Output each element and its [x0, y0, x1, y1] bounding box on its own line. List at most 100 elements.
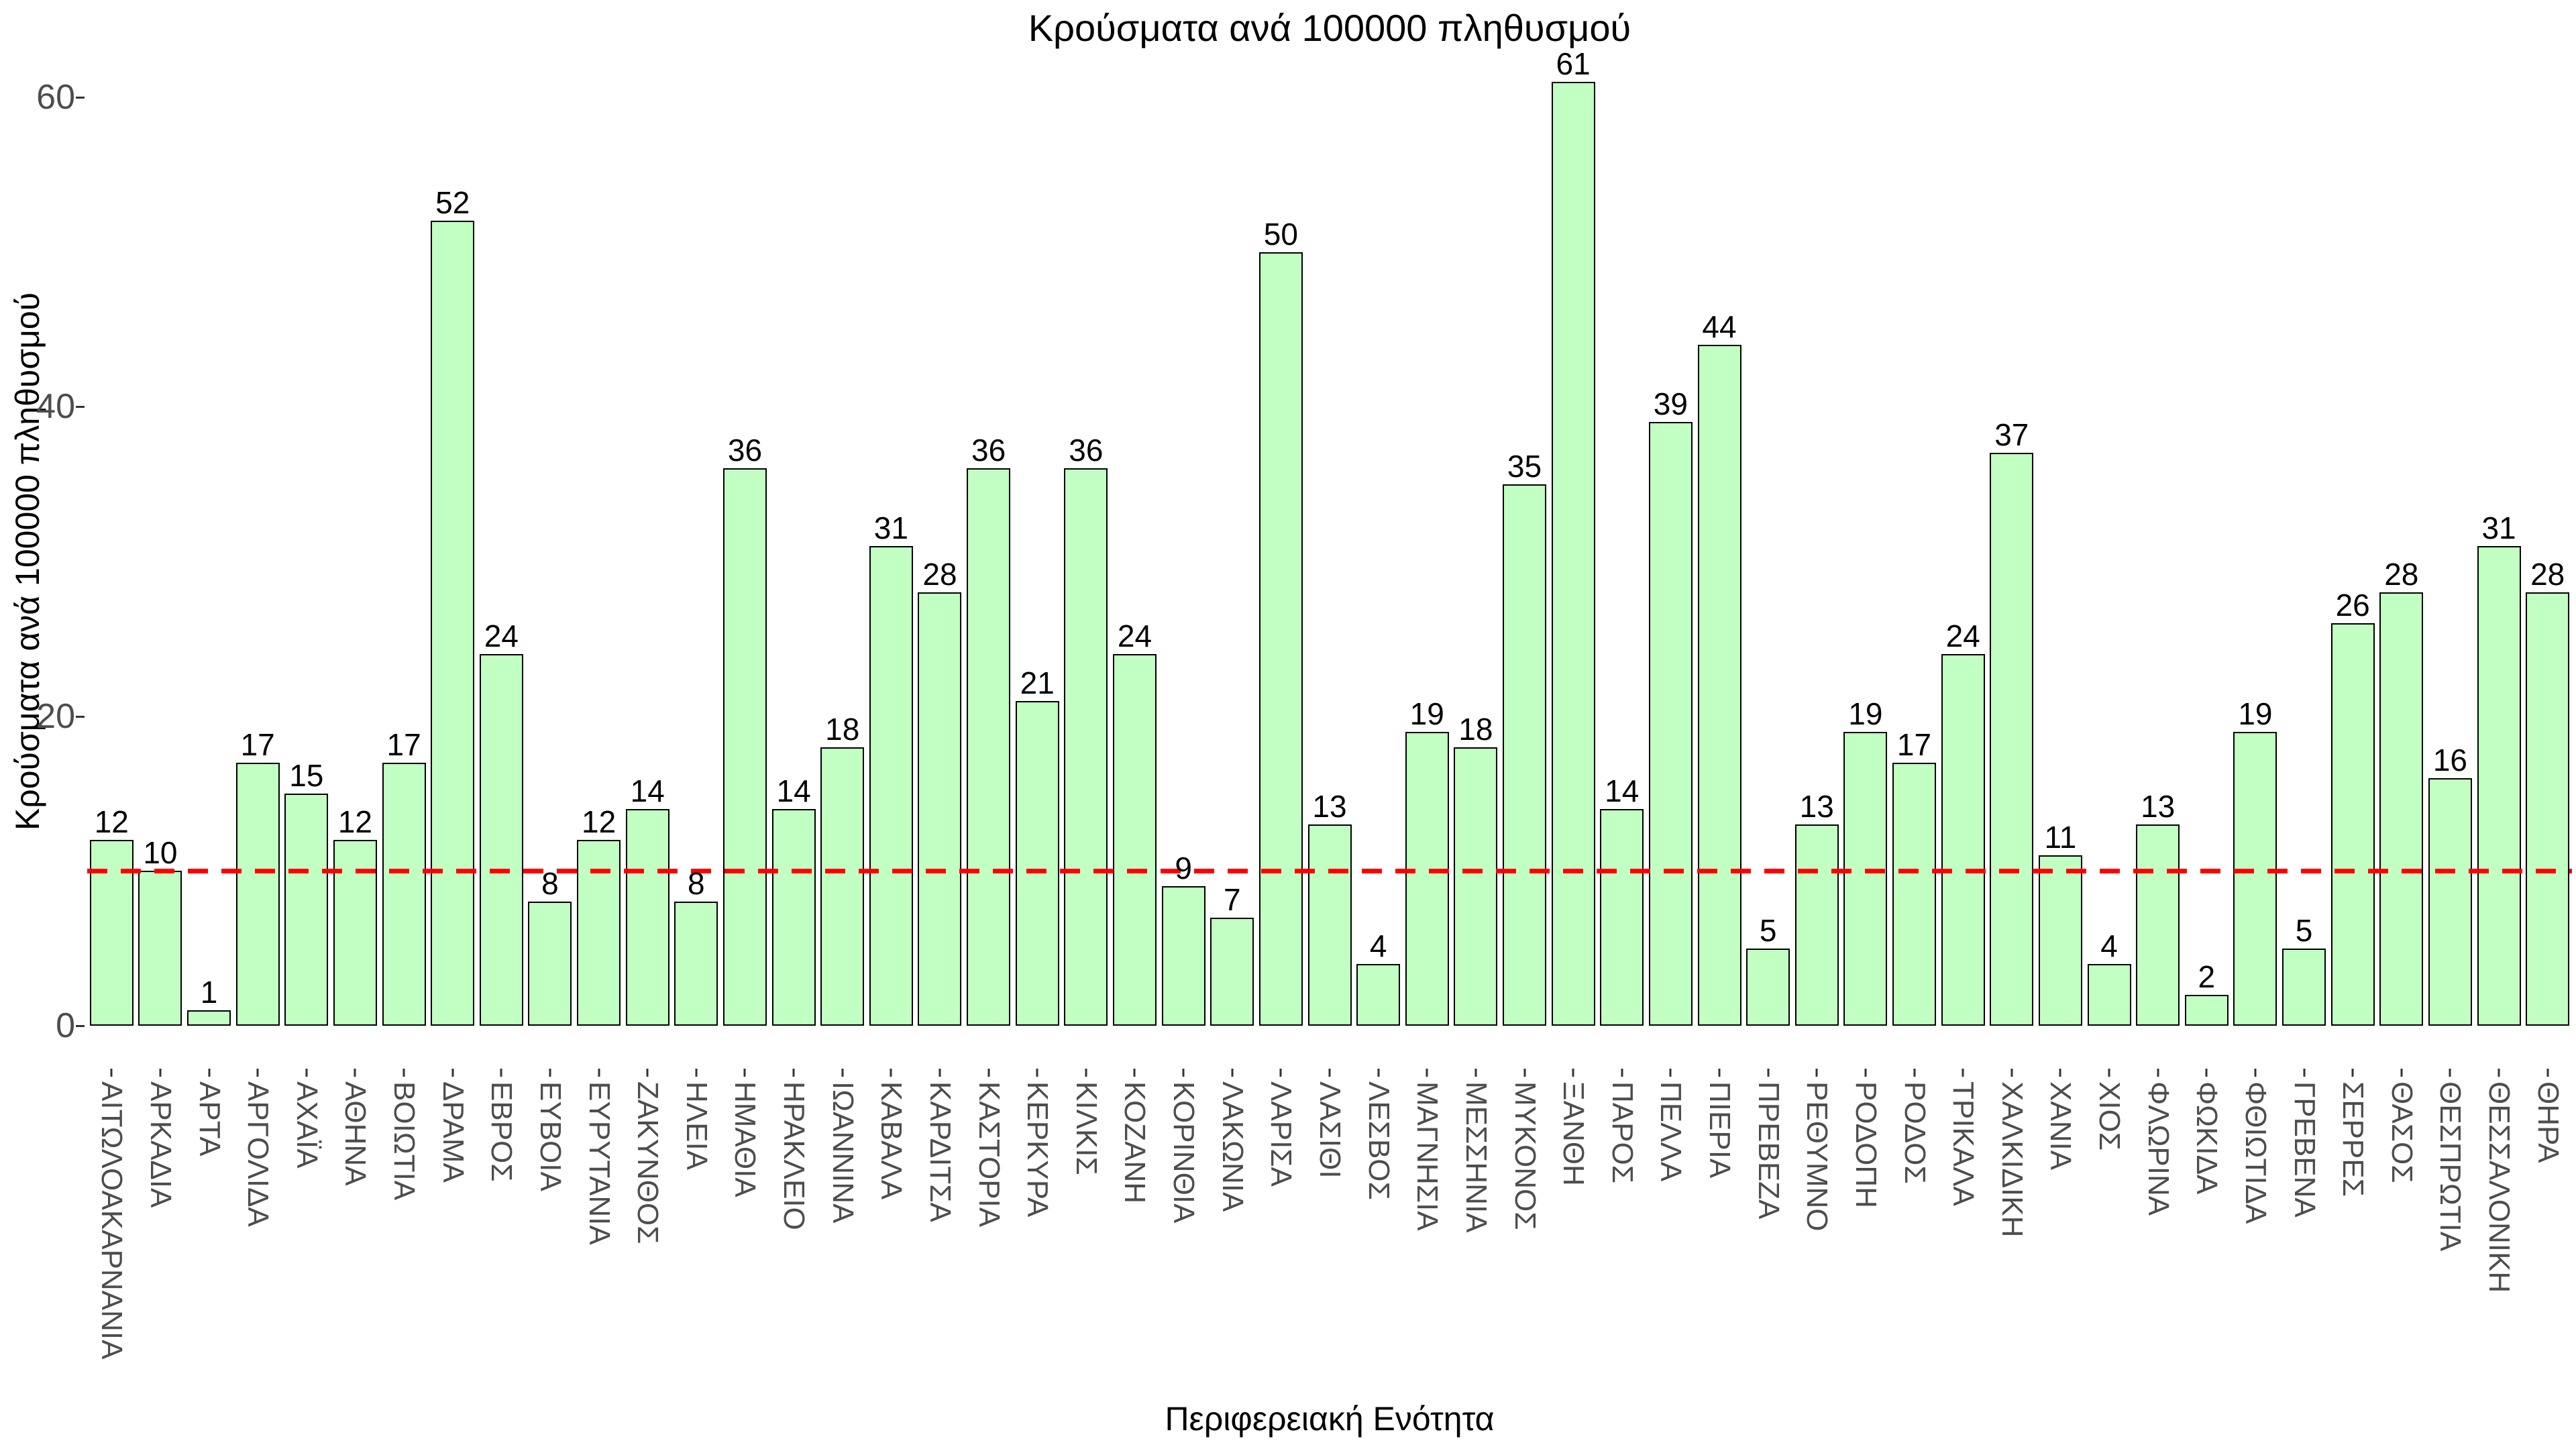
bar-value-label: 1	[200, 974, 218, 1010]
x-category-label: ΗΜΑΘΙΑ	[729, 1081, 762, 1197]
bar	[722, 468, 767, 1026]
x-category-label: ΠΑΡΟΣ	[1605, 1081, 1639, 1183]
bar	[771, 809, 816, 1026]
x-tick-mark	[354, 1069, 356, 1077]
x-tick-mark	[305, 1069, 308, 1077]
bar-value-label: 14	[630, 773, 665, 809]
bar	[1990, 453, 2034, 1026]
bar-value-label: 24	[1117, 619, 1152, 654]
bar-value-label: 16	[2432, 742, 2468, 777]
bar	[577, 840, 621, 1026]
x-tick-mark	[1621, 1069, 1623, 1077]
bar-value-label: 17	[240, 727, 275, 762]
bar	[1892, 762, 1937, 1026]
bar-value-label: 8	[541, 866, 559, 902]
x-category-label: ΘΑΣΟΣ	[2385, 1081, 2418, 1183]
chart-title: Κρούσματα ανά 100000 πληθυσμού	[1028, 7, 1631, 49]
bar	[1794, 824, 1839, 1026]
x-tick-mark	[451, 1069, 454, 1077]
x-category-label: ΡΟΔΟΣ	[1898, 1081, 1931, 1184]
bar	[235, 762, 280, 1026]
x-tick-mark	[1133, 1069, 1136, 1077]
bar-value-label: 19	[1409, 696, 1444, 731]
bar-value-label: 28	[922, 557, 957, 592]
x-category-label: ΑΡΓΟΛΙΔΑ	[241, 1081, 275, 1227]
x-category-label: ΜΕΣΣΗΝΙΑ	[1459, 1081, 1493, 1233]
x-tick-mark	[1962, 1069, 1964, 1077]
x-category-label: ΞΑΝΘΗ	[1557, 1081, 1591, 1186]
y-tick-label: 60	[36, 77, 75, 117]
bar	[1258, 252, 1303, 1026]
bar-value-label: 5	[1759, 912, 1777, 948]
x-category-label: ΑΡΤΑ	[193, 1081, 226, 1157]
bar-value-label: 44	[1702, 309, 1737, 344]
bar-value-label: 2	[2198, 959, 2216, 994]
y-tick-label: 0	[56, 1006, 75, 1045]
x-tick-mark	[743, 1069, 746, 1077]
y-tick-mark	[76, 715, 85, 718]
bar	[2087, 963, 2131, 1026]
x-category-label: ΗΛΕΙΑ	[680, 1081, 713, 1171]
x-tick-mark	[2254, 1069, 2257, 1077]
y-tick-label: 40	[36, 387, 75, 427]
x-tick-mark	[402, 1069, 405, 1077]
bar	[1210, 917, 1254, 1026]
x-tick-mark	[2351, 1069, 2354, 1077]
bar	[2330, 623, 2375, 1026]
x-category-label: ΑΧΑΪΑ	[290, 1081, 323, 1169]
x-tick-mark	[890, 1069, 892, 1077]
bar	[284, 793, 329, 1026]
bar	[1405, 731, 1449, 1026]
x-category-label: ΧΑΝΙΑ	[2044, 1081, 2078, 1171]
x-category-label: ΡΟΔΟΠΗ	[1849, 1081, 1882, 1208]
y-tick-mark	[76, 406, 85, 409]
bar	[1503, 484, 1546, 1026]
x-category-label: ΠΙΕΡΙΑ	[1703, 1081, 1737, 1179]
bar	[1600, 809, 1644, 1026]
bar	[967, 468, 1011, 1026]
x-category-label: ΑΙΤΩΛΟΑΚΑΡΝΑΝΙΑ	[95, 1081, 129, 1360]
bar	[187, 1010, 231, 1026]
bar-value-label: 19	[2238, 696, 2273, 731]
x-category-label: ΛΑΣΙΘΙ	[1313, 1081, 1346, 1179]
x-tick-mark	[695, 1069, 698, 1077]
bar-value-label: 9	[1175, 851, 1192, 886]
bar	[1356, 963, 1401, 1026]
bar	[1843, 731, 1888, 1026]
bar	[1648, 422, 1693, 1026]
x-category-label: ΓΡΕΒΕΝΑ	[2288, 1081, 2321, 1218]
x-category-label: ΚΟΡΙΝΘΙΑ	[1167, 1081, 1201, 1224]
x-tick-mark	[1572, 1069, 1574, 1077]
bar-value-label: 18	[825, 711, 860, 747]
x-tick-mark	[1279, 1069, 1282, 1077]
bar	[1746, 948, 1790, 1026]
bar-value-label: 4	[1369, 928, 1387, 963]
x-tick-mark	[2400, 1069, 2403, 1077]
x-tick-mark	[2498, 1069, 2500, 1077]
bar-value-label: 37	[1994, 417, 2029, 453]
x-category-label: ΙΩΑΝΝΙΝΑ	[826, 1081, 859, 1224]
bar-value-label: 14	[776, 773, 811, 809]
bar	[2428, 777, 2472, 1026]
x-category-label: ΘΗΡΑ	[2531, 1081, 2565, 1163]
bar-value-label: 13	[1799, 789, 1834, 824]
bar	[2526, 592, 2570, 1026]
y-tick-mark	[76, 96, 85, 99]
bar-value-label: 36	[1069, 433, 1104, 468]
bar	[528, 902, 572, 1026]
x-tick-mark	[1669, 1069, 1672, 1077]
x-category-label: ΔΡΑΜΑ	[436, 1081, 470, 1183]
bar-value-label: 36	[971, 433, 1006, 468]
bar-value-label: 31	[2481, 510, 2516, 545]
bar-value-label: 13	[1312, 789, 1347, 824]
bar-value-label: 4	[2100, 928, 2118, 963]
bar	[1161, 886, 1205, 1026]
x-category-label: ΧΑΛΚΙΔΙΚΗ	[1995, 1081, 2029, 1238]
bar	[1112, 654, 1157, 1026]
bar-value-label: 14	[1605, 773, 1640, 809]
x-category-label: ΦΩΚΙΔΑ	[2190, 1081, 2224, 1195]
x-category-label: ΛΑΚΩΝΙΑ	[1216, 1081, 1249, 1212]
x-tick-mark	[1864, 1069, 1867, 1077]
bar-value-label: 24	[1945, 619, 1980, 654]
